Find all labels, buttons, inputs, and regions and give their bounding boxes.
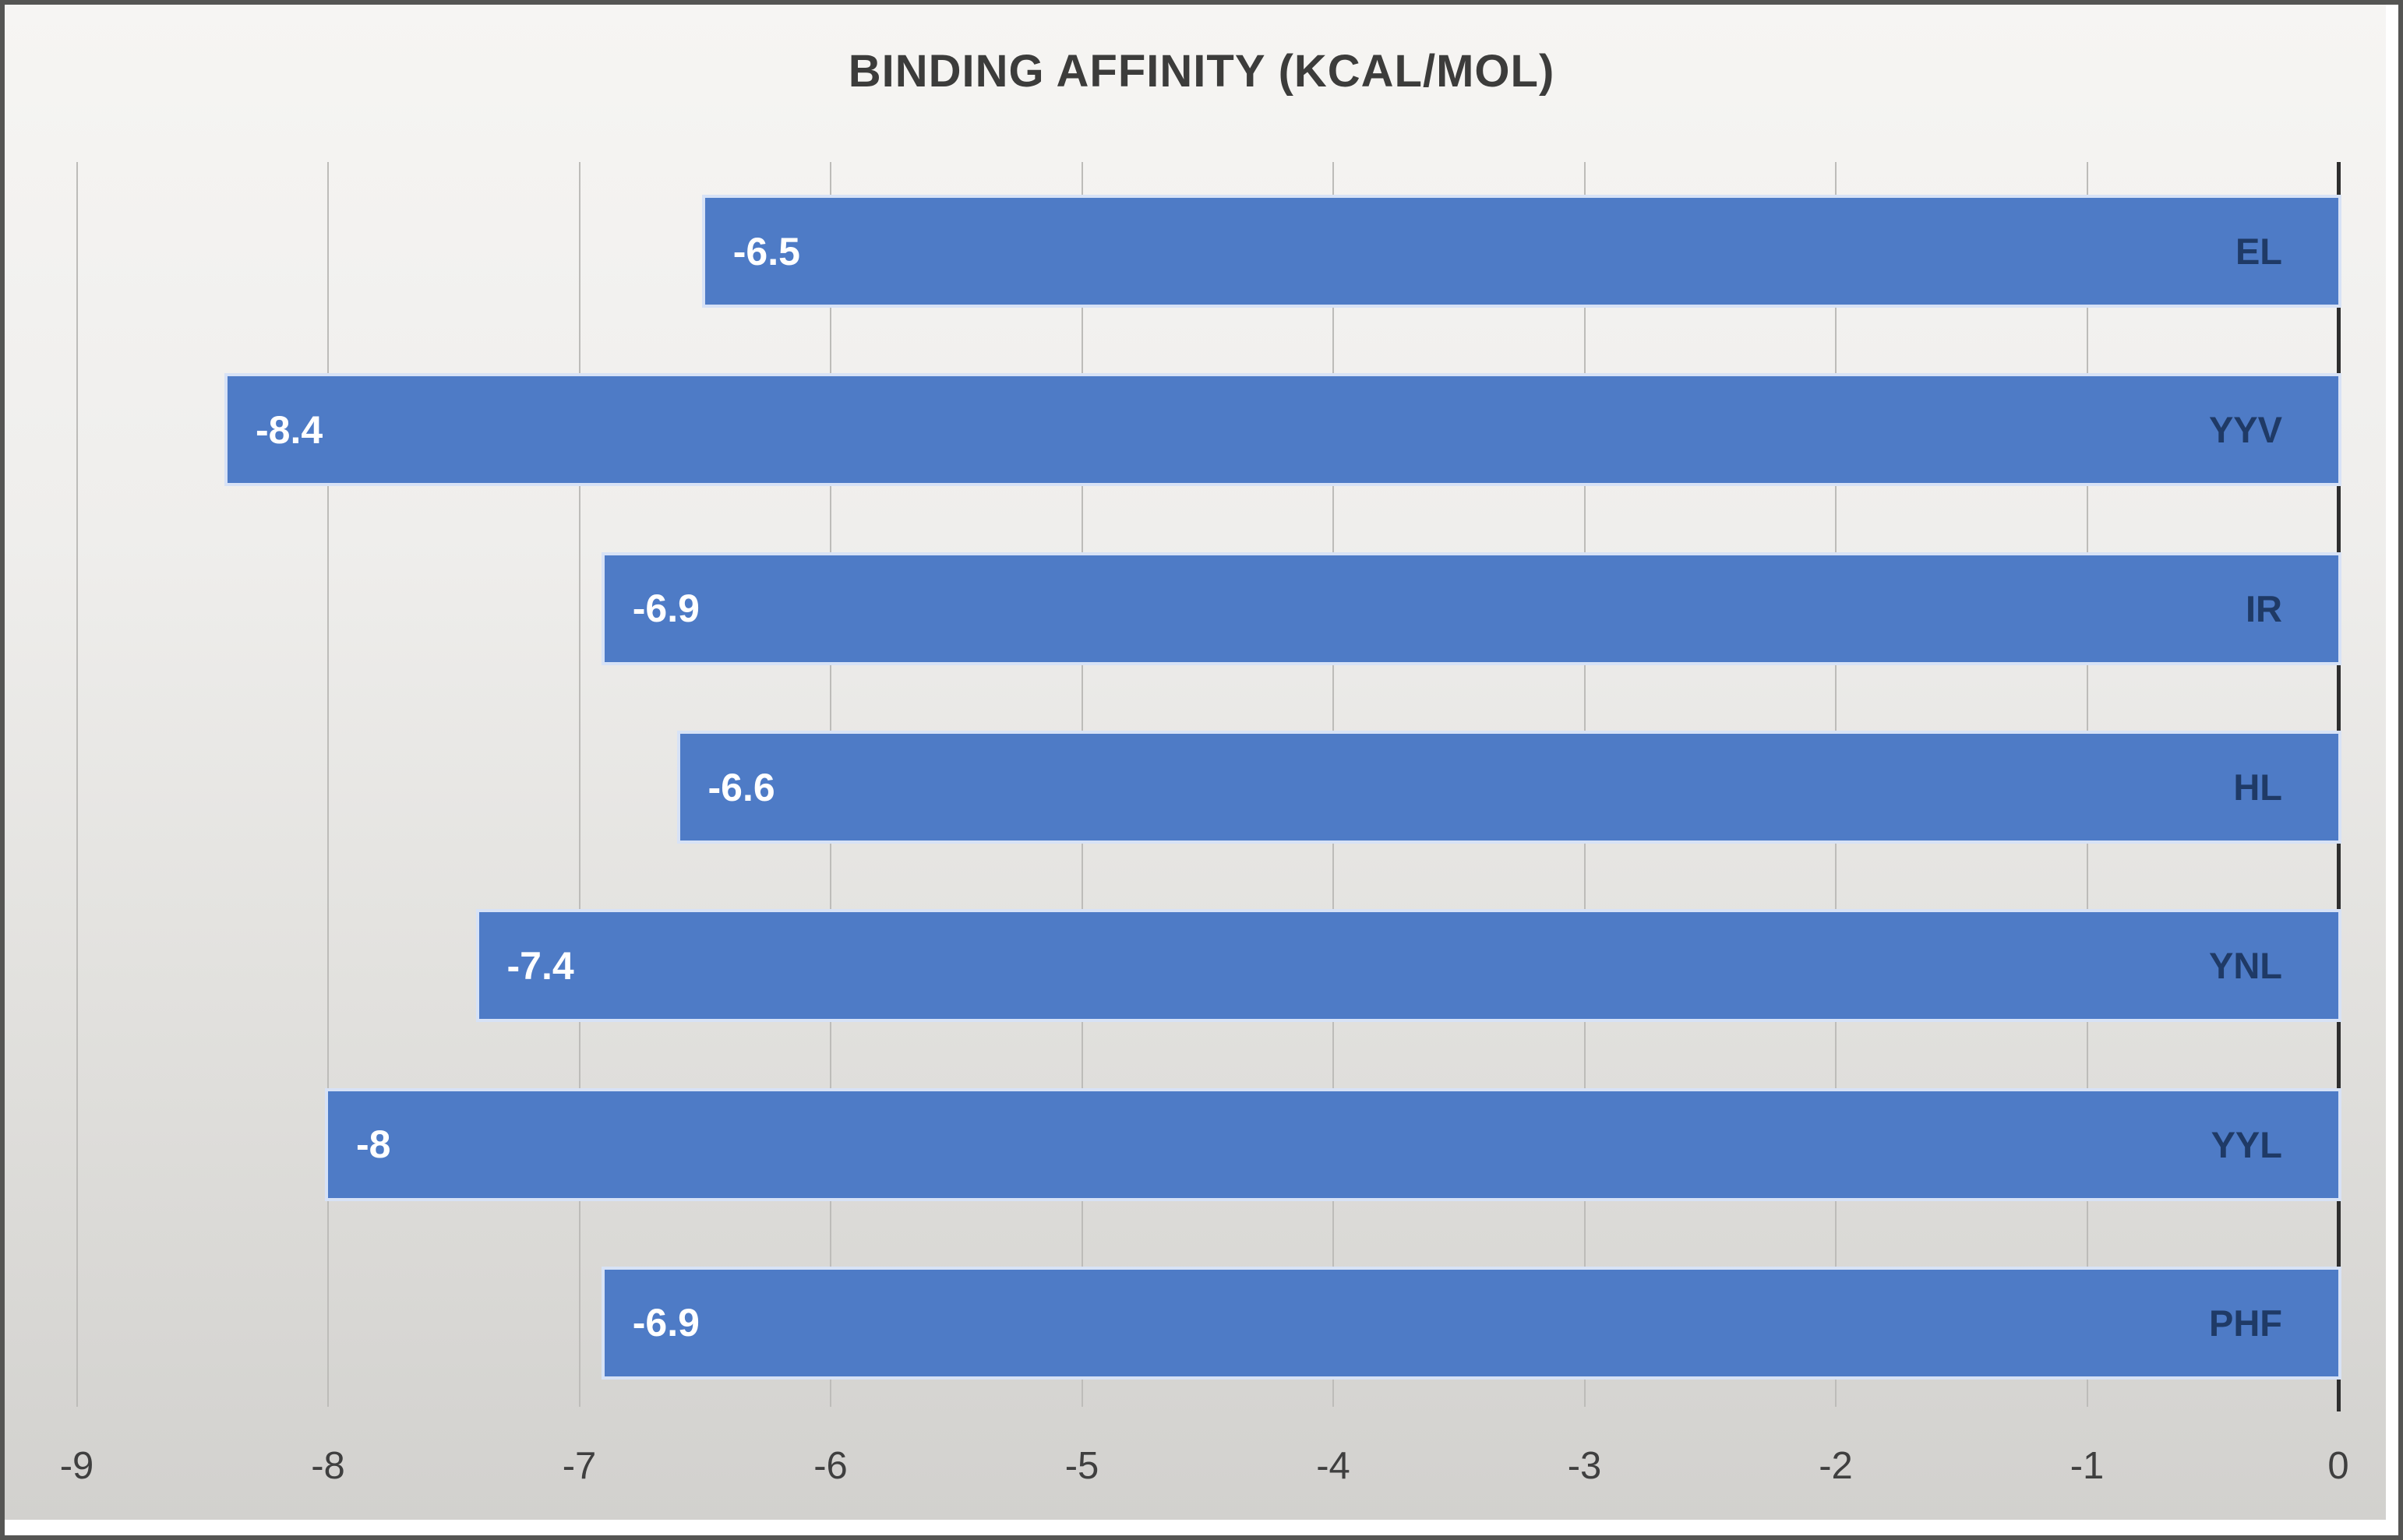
gridline xyxy=(76,162,78,1407)
bar-category-label: PHF xyxy=(2209,1302,2282,1344)
bar-category-label: YYV xyxy=(2208,409,2282,451)
bar-phf: -6.9 PHF xyxy=(604,1269,2338,1376)
x-axis-tick-label: -2 xyxy=(1819,1445,1853,1487)
gridline xyxy=(578,162,580,1407)
bar-value-label: -6.9 xyxy=(632,587,700,631)
y-axis-line xyxy=(2337,162,2341,1411)
plot-area: -9 -8 -7 -6 -5 -4 -3 -2 -1 0 -6.5 EL -8.4 YYV -6.9 IR -6… xyxy=(5,5,2398,1535)
bar-category-label: YYL xyxy=(2211,1123,2282,1165)
bar-category-label: EL xyxy=(2235,231,2282,273)
bar-value-label: -6.9 xyxy=(632,1301,700,1345)
x-axis-tick-label: -6 xyxy=(813,1445,848,1487)
bar-el: -6.5 EL xyxy=(704,198,2338,305)
bar-yyl: -8 YYL xyxy=(328,1091,2338,1198)
bar-ir: -6.9 IR xyxy=(604,555,2338,662)
x-axis-tick-label: -1 xyxy=(2070,1445,2105,1487)
bar-category-label: IR xyxy=(2246,587,2282,629)
bar-category-label: HL xyxy=(2233,766,2282,809)
x-axis-tick-label: 0 xyxy=(2327,1445,2349,1487)
x-axis-tick-label: -7 xyxy=(562,1445,597,1487)
chart-title: BINDING AFFINITY (KCAL/MOL) xyxy=(848,46,1555,97)
bar-value-label: -8 xyxy=(356,1122,391,1167)
bar-hl: -6.6 HL xyxy=(679,734,2338,841)
bar-value-label: -6.5 xyxy=(732,229,800,273)
bar-ynl: -7.4 YNL xyxy=(478,912,2338,1020)
x-axis-tick-label: -3 xyxy=(1567,1445,1602,1487)
bar-value-label: -6.6 xyxy=(707,765,775,809)
x-axis-tick-label: -5 xyxy=(1064,1445,1099,1487)
bar-value-label: -7.4 xyxy=(506,943,574,988)
bar-yyv: -8.4 YYV xyxy=(228,376,2338,484)
bar-value-label: -8.4 xyxy=(256,407,323,452)
bar-category-label: YNL xyxy=(2209,945,2282,987)
x-axis-tick-label: -9 xyxy=(59,1445,94,1487)
gridline xyxy=(327,162,329,1407)
x-axis-tick-label: -8 xyxy=(311,1445,345,1487)
x-axis-tick-label: -4 xyxy=(1316,1445,1350,1487)
